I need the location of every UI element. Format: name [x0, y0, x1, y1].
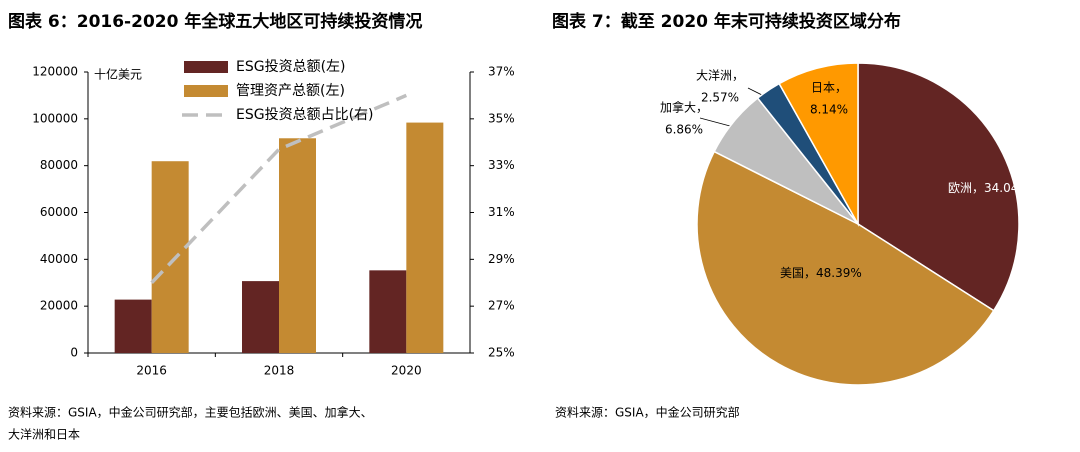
line [150, 93, 408, 284]
pie-slice [778, 62, 859, 227]
y-tick-label: 100000 [32, 111, 78, 125]
slice-label: 日本， [811, 81, 847, 95]
y2-tick-label: 27% [488, 299, 515, 313]
source: 大洋洲和日本 [8, 427, 80, 442]
slice-category: 欧洲， [948, 181, 984, 195]
x-tick-label: 2020 [391, 364, 422, 378]
slice-label: 美国，48.39% [780, 266, 862, 280]
x-tick-label: 2016 [136, 364, 167, 378]
value-label: 48.39% [816, 266, 862, 280]
bar [369, 270, 407, 353]
slice-label: 大洋洲， [696, 68, 744, 83]
source: 资料来源：GSIA，中金公司研究部 [555, 405, 740, 420]
legend-label: ESG投资总额占比(右) [236, 107, 374, 123]
y2-tick-label: 35% [488, 111, 515, 125]
y-tick-label: 60000 [40, 205, 78, 219]
y-tick-label: 0 [70, 346, 78, 360]
slice-category: 美国， [780, 266, 816, 280]
y2-tick-label: 31% [488, 205, 515, 219]
bar [406, 122, 444, 353]
value-label: 6.86% [665, 123, 703, 137]
y-tick-label: 40000 [40, 252, 78, 266]
y2-tick-label: 37% [488, 65, 515, 79]
bar [242, 281, 279, 353]
value-label: 34.04% [984, 181, 1030, 195]
legend-label: 管理资产总额(左) [236, 83, 345, 99]
y-tick-label: 80000 [40, 158, 78, 172]
chart-title: 图表 7：截至 2020 年末可持续投资区域分布 [552, 11, 901, 32]
y-unit: 十亿美元 [94, 67, 142, 82]
value-label: 8.14% [810, 103, 848, 117]
bar [151, 161, 189, 353]
source: 资料来源：GSIA，中金公司研究部，主要包括欧洲、美国、加拿大、 [8, 405, 373, 420]
x-tick-label: 2018 [264, 364, 295, 378]
y-tick-label: 20000 [40, 299, 78, 313]
y2-tick-label: 25% [488, 346, 515, 360]
bar [114, 299, 152, 353]
pie-slice [857, 62, 1020, 312]
legend-key [184, 61, 228, 73]
legend-key [184, 85, 228, 97]
slice-label: 加拿大， [660, 100, 708, 115]
leader-line [699, 117, 731, 127]
y2-tick-label: 29% [488, 252, 515, 266]
y-tick-label: 120000 [32, 65, 78, 79]
slice-label: 欧洲，34.04% [948, 181, 1030, 195]
legend-label: ESG投资总额(左) [236, 59, 346, 75]
y2-tick-label: 33% [488, 158, 515, 172]
chart-title: 图表 6：2016-2020 年全球五大地区可持续投资情况 [8, 11, 422, 32]
value-label: 2.57% [701, 91, 739, 105]
pie-slice [696, 150, 995, 386]
bar [279, 138, 316, 353]
